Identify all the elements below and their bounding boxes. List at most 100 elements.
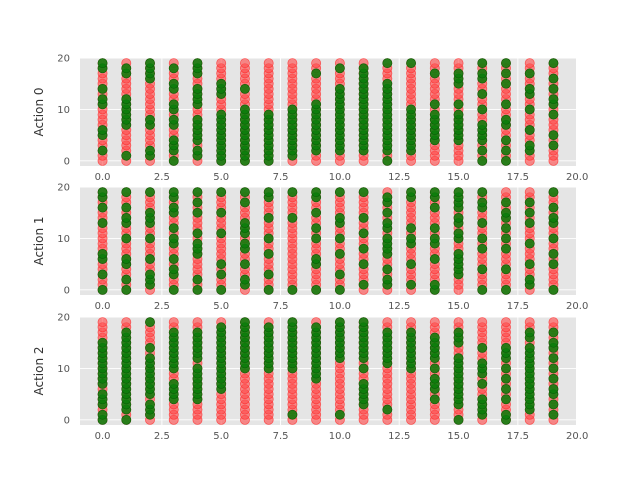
green-point bbox=[524, 259, 535, 270]
green-point bbox=[216, 78, 227, 89]
green-point bbox=[240, 317, 250, 328]
x-tick-label: 7.5 bbox=[273, 431, 289, 442]
green-point bbox=[287, 317, 298, 328]
green-point bbox=[477, 145, 488, 156]
green-point bbox=[477, 233, 488, 244]
green-point bbox=[477, 155, 488, 166]
green-point bbox=[382, 78, 393, 89]
green-point bbox=[501, 363, 511, 374]
green-point bbox=[429, 363, 440, 374]
green-point bbox=[429, 394, 440, 405]
green-point bbox=[216, 322, 227, 333]
green-point bbox=[168, 155, 179, 166]
green-point bbox=[429, 332, 440, 343]
red-point bbox=[239, 58, 250, 69]
red-point bbox=[216, 58, 227, 69]
subplot-1: 0.0 2.5 5.0 7.5 10.0 12.5 15.0 17.5 20.0 0 10 20 Act… bbox=[32, 183, 588, 313]
y-tick-label: 10 bbox=[57, 234, 70, 245]
green-point bbox=[216, 228, 227, 239]
x-tick-label: 12.5 bbox=[388, 301, 410, 312]
green-point bbox=[168, 78, 179, 89]
green-point bbox=[548, 384, 559, 394]
green-point bbox=[240, 274, 250, 285]
green-point bbox=[168, 187, 179, 198]
green-point bbox=[145, 58, 155, 69]
green-point bbox=[406, 187, 416, 198]
green-point bbox=[548, 409, 559, 420]
green-point bbox=[501, 342, 511, 353]
x-tick-label: 0.0 bbox=[95, 172, 111, 183]
green-point bbox=[382, 274, 393, 285]
x-tick-label: 20.0 bbox=[566, 301, 588, 312]
green-point bbox=[145, 269, 155, 280]
green-point bbox=[145, 399, 155, 410]
green-point bbox=[501, 114, 511, 125]
green-point bbox=[216, 269, 227, 280]
plot-area-1 bbox=[80, 187, 576, 295]
green-point bbox=[168, 264, 179, 275]
green-point bbox=[192, 228, 203, 239]
y-tick-label: 0 bbox=[64, 415, 70, 426]
green-point bbox=[406, 233, 416, 244]
green-point bbox=[358, 363, 369, 374]
green-point bbox=[477, 284, 488, 295]
green-point bbox=[453, 68, 464, 79]
green-point bbox=[477, 89, 488, 99]
green-point bbox=[524, 327, 535, 338]
green-point bbox=[216, 109, 227, 120]
green-point bbox=[406, 279, 416, 290]
x-tick-label: 2.5 bbox=[154, 301, 170, 312]
green-point bbox=[311, 233, 322, 244]
x-tick-label: 12.5 bbox=[388, 172, 410, 183]
x-tick-label: 2.5 bbox=[154, 431, 170, 442]
green-point bbox=[477, 68, 488, 79]
green-point bbox=[501, 99, 511, 110]
y-axis-title: Action 1 bbox=[32, 216, 46, 265]
green-point bbox=[263, 322, 274, 333]
subplot-2: 0.0 2.5 5.0 7.5 10.0 12.5 15.0 17.5 20.0 0 10 20 Act… bbox=[32, 313, 588, 443]
red-point bbox=[429, 58, 440, 69]
green-point bbox=[548, 109, 559, 120]
green-point bbox=[453, 353, 464, 364]
red-point bbox=[524, 187, 535, 198]
green-point bbox=[382, 404, 393, 415]
green-point bbox=[145, 317, 155, 328]
green-point bbox=[97, 58, 108, 69]
green-point bbox=[97, 218, 108, 228]
green-point bbox=[548, 373, 559, 384]
y-tick-label: 10 bbox=[57, 105, 70, 116]
red-point bbox=[263, 58, 274, 69]
series-green bbox=[97, 187, 559, 295]
x-tick-label: 0.0 bbox=[95, 301, 111, 312]
x-tick-label: 5.0 bbox=[213, 431, 229, 442]
red-point bbox=[453, 317, 464, 328]
green-point bbox=[145, 207, 155, 218]
green-point bbox=[145, 353, 155, 364]
series-green bbox=[97, 317, 559, 425]
green-point bbox=[406, 259, 416, 270]
green-point bbox=[97, 187, 108, 198]
green-point bbox=[548, 363, 559, 374]
green-point bbox=[216, 259, 227, 270]
green-point bbox=[501, 394, 511, 405]
green-point bbox=[334, 212, 345, 223]
red-point bbox=[406, 317, 417, 328]
green-point bbox=[501, 197, 511, 208]
green-point bbox=[240, 197, 250, 208]
green-point bbox=[97, 409, 108, 420]
green-point bbox=[406, 104, 416, 115]
green-point bbox=[168, 378, 179, 389]
y-axis-title: Action 2 bbox=[32, 346, 46, 395]
green-point bbox=[548, 58, 559, 69]
green-point bbox=[429, 202, 440, 213]
green-point bbox=[168, 327, 179, 338]
green-point bbox=[524, 83, 535, 94]
green-point bbox=[145, 145, 155, 156]
green-point bbox=[311, 187, 322, 198]
green-point bbox=[358, 243, 369, 254]
green-point bbox=[358, 228, 369, 239]
green-point bbox=[429, 109, 440, 120]
green-point bbox=[97, 125, 108, 135]
green-point bbox=[334, 409, 345, 420]
